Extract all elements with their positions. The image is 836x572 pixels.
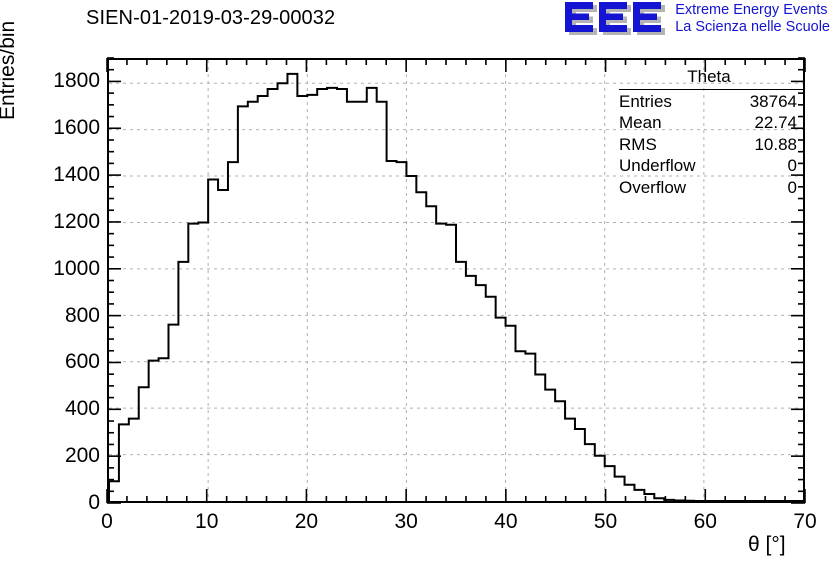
x-tick-label: 50 bbox=[593, 510, 618, 533]
y-tick-label: 1200 bbox=[53, 209, 100, 233]
stats-row-value: 0 bbox=[787, 156, 797, 175]
stats-row-value: 0 bbox=[787, 177, 797, 197]
plot-frame bbox=[107, 58, 805, 503]
y-tick-label: 200 bbox=[64, 444, 100, 468]
stats-row-value: 22.74 bbox=[754, 113, 797, 132]
stats-row: Entries 38764 bbox=[615, 91, 803, 113]
stats-rule bbox=[619, 88, 803, 90]
x-tick-label: 70 bbox=[793, 510, 817, 533]
y-tick-label: 800 bbox=[64, 303, 100, 327]
stats-row-value: 38764 bbox=[749, 91, 797, 111]
stats-row-key: Underflow bbox=[619, 156, 696, 175]
eee-logo: Extreme Energy Events La Scienza nelle S… bbox=[565, 2, 830, 36]
stats-row-key: Entries bbox=[619, 91, 672, 111]
eee-logo-mark bbox=[565, 2, 669, 36]
y-tick-label: 0 bbox=[88, 491, 100, 514]
eee-logo-text: Extreme Energy Events La Scienza nelle S… bbox=[675, 2, 830, 36]
x-axis-title: θ [°] bbox=[748, 533, 786, 556]
stats-row-key: RMS bbox=[619, 134, 657, 154]
eee-logo-line1: Extreme Energy Events bbox=[675, 2, 828, 18]
x-tick-label: 20 bbox=[294, 510, 319, 533]
y-tick-label: 1400 bbox=[53, 163, 100, 187]
x-tick-label: 60 bbox=[693, 510, 717, 533]
x-tick-label: 30 bbox=[394, 510, 418, 533]
stats-row-value: 10.88 bbox=[754, 134, 797, 154]
y-tick-label: 400 bbox=[64, 397, 100, 421]
y-tick-label: 1600 bbox=[53, 116, 100, 140]
stats-row-key: Overflow bbox=[619, 177, 687, 197]
y-axis-title: Entries/bin bbox=[0, 20, 19, 120]
y-tick-label: 1000 bbox=[53, 256, 100, 280]
x-tick-label: 0 bbox=[101, 510, 113, 533]
stats-row: Mean 22.74 bbox=[615, 112, 803, 134]
stats-box: Theta Entries 38764 Mean 22.74 RMS 10.88 Under… bbox=[615, 66, 803, 198]
eee-logo-line2: La Scienza nelle Scuole bbox=[675, 19, 830, 35]
page-title: SIEN-01-2019-03-29-00032 bbox=[86, 7, 336, 29]
histogram-series bbox=[109, 60, 803, 501]
stats-row: Underflow 0 bbox=[615, 155, 803, 177]
x-tick-label: 10 bbox=[195, 510, 219, 533]
x-tick-label: 40 bbox=[494, 510, 518, 533]
stats-row: Overflow 0 bbox=[615, 177, 803, 199]
stats-rows: Entries 38764 Mean 22.74 RMS 10.88 Underflow 0 O… bbox=[615, 91, 803, 199]
y-tick-label: 600 bbox=[64, 350, 100, 374]
stats-row: RMS 10.88 bbox=[615, 134, 803, 156]
stats-title: Theta bbox=[687, 67, 731, 86]
stats-row-key: Mean bbox=[619, 113, 662, 132]
y-tick-label: 1800 bbox=[53, 69, 100, 93]
